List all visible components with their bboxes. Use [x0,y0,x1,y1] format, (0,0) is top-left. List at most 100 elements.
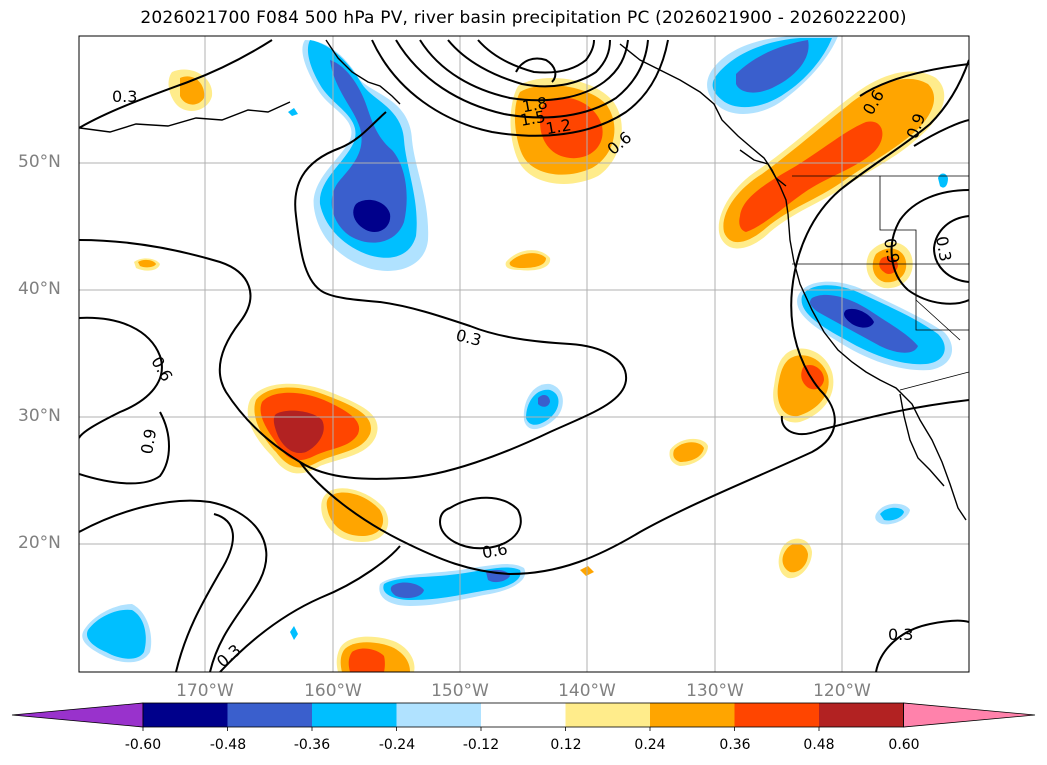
colorbar-segment [481,703,566,727]
contour-label-1.5: 1.5 [519,107,547,130]
fill-patch [273,410,324,454]
pv-contour-1.8 [477,39,595,74]
colorbar-label: 0.24 [634,737,666,753]
fill-patch [938,173,948,188]
colorbar-extend-low [11,702,144,728]
border-us-mexico [899,371,969,391]
colorbar [11,702,1036,731]
coastline-baja [899,393,945,487]
fill-patch [138,259,156,268]
pv-contour-0.9-east [913,119,969,147]
pv-contour-0.9-right [890,189,969,305]
fill-patch [86,609,146,659]
fill-patch [739,121,883,232]
fill-patch [736,40,809,93]
coastlines [79,39,967,521]
fill-patch [538,395,550,407]
lat-tick-30n: 30°N [18,406,61,426]
contour-label-1.8: 1.8 [521,93,549,116]
contour-label-0.9-interior: 0.9 [880,237,903,265]
colorbar-extend-high [903,702,1036,728]
fill-patch [782,543,808,573]
contour-label-0.3-nw: 0.3 [112,87,137,106]
lat-tick-20n: 20°N [18,533,61,553]
colorbar-segment [143,703,228,727]
colorbar-segment [565,703,651,727]
coastline-bc-panhandle [619,43,789,215]
map-frame [78,35,970,673]
fill-patch [290,626,298,640]
pv-contour-0.3-bottom-right [875,619,969,672]
pv-contour-2.1 [515,57,557,83]
pv-contour-0.9-northeast [859,63,969,97]
fill-patch [353,199,391,233]
fill-patch [330,60,407,243]
colorbar-segment [396,703,482,727]
fill-patch [880,507,904,521]
lat-tick-40n: 40°N [18,279,61,299]
map-panel: 0.3 0.3 0.6 0.9 0.6 0.3 0.6 1.2 1.5 1.8 … [79,36,969,672]
fill-patch [288,108,298,116]
colorbar-label: 0.12 [550,737,582,753]
lon-tick-150w: 150°W [431,681,489,701]
pv-contour-1.5 [447,39,611,88]
colorbar-label: 0.36 [719,737,751,753]
colorbar-segment [734,703,820,727]
precip-anomaly-fills [82,36,953,672]
fill-patch [526,389,559,425]
border-idaho-nevada [879,176,969,331]
coastline-alaska-peninsula [325,39,401,105]
pv-contours [79,39,969,672]
lon-tick-160w: 160°W [304,681,362,701]
colorbar-label: -0.48 [209,737,247,753]
lon-tick-140w: 140°W [558,681,616,701]
colorbar-segment [819,703,904,727]
pv-contour-0.3-southcentral [219,545,401,672]
contour-label-1.2: 1.2 [544,115,572,138]
pv-contour-0.9 [395,39,649,119]
graticule [79,36,969,672]
pv-contour-0.6-southwest [79,499,268,672]
fill-patch [844,308,874,328]
chart-title: 2026021700 F084 500 hPa PV, river basin … [140,8,907,28]
pv-contour-0.3-northwest [79,39,273,129]
pv-contour-0.6 [371,39,669,137]
pv-contour-0.6-east [299,59,969,576]
border-california-nevada [915,264,961,341]
colorbar-label: -0.36 [293,737,331,753]
lon-tick-120w: 120°W [813,681,871,701]
colorbar-label: -0.24 [378,737,416,753]
colorbar-label: 0.48 [803,737,835,753]
colorbar-label: -0.60 [124,737,162,753]
colorbar-segment [650,703,735,727]
political-borders [792,175,969,391]
fill-patch [673,442,704,462]
lon-tick-170w: 170°W [176,681,234,701]
coastline-vancouver-island [739,149,787,187]
lat-tick-50n: 50°N [18,152,61,172]
pv-contour-0.6-west [79,316,163,439]
colorbar-segment [312,703,397,727]
colorbar-label: -0.12 [462,737,500,753]
fill-patch [348,648,385,672]
pv-contour-0.9-west [79,411,170,485]
coastline-aleutians [79,101,291,133]
contour-label-0.9-west: 0.9 [137,427,160,455]
colorbar-frame [142,702,904,728]
lon-tick-130w: 130°W [686,681,744,701]
pv-contour-1.2-right [932,215,969,283]
coastline-us-west [787,213,967,521]
colorbar-segment [227,703,313,727]
pv-contour-0.6-central-loop [438,496,522,550]
pv-contour-1.2 [419,39,629,102]
colorbar-label: 0.60 [888,737,920,753]
contour-label-0.3-bottom-right: 0.3 [888,625,913,644]
contour-label-0.3-interior: 0.3 [932,235,955,263]
contour-label-0.6-south: 0.6 [481,539,509,562]
pv-contour-0.3-southwest [175,513,234,672]
pv-contour-0.3-pacific [79,111,628,480]
fill-patch [509,253,546,268]
pv-contour-0.3-southeast [780,399,969,435]
fill-patch [390,582,424,598]
